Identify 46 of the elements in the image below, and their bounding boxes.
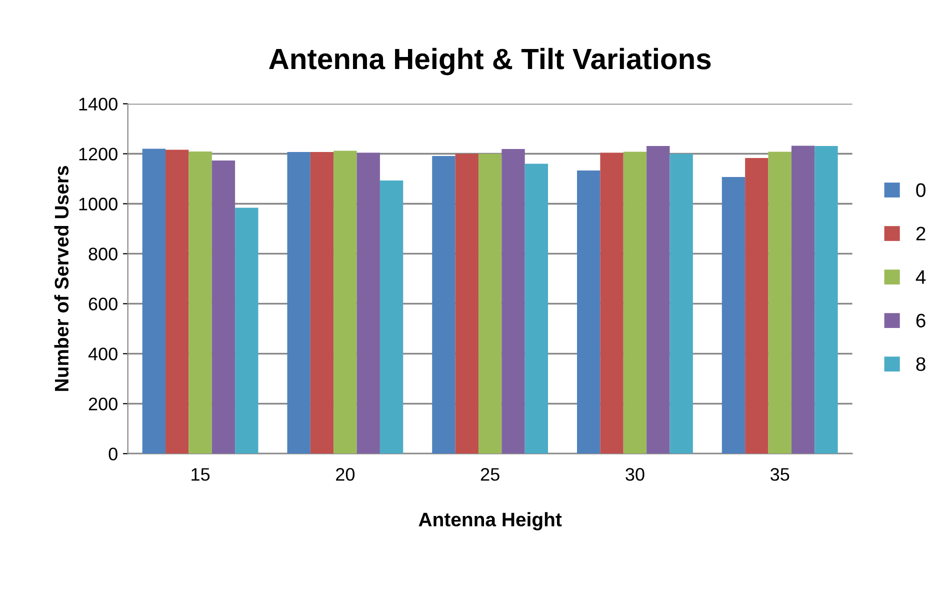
bar [142, 148, 166, 454]
bar [502, 149, 525, 454]
y-tick-label: 1400 [79, 98, 118, 110]
y-tick-label: 1200 [79, 148, 118, 160]
bar [235, 208, 258, 454]
bar [814, 146, 838, 454]
bar [745, 158, 768, 454]
bar [455, 154, 478, 454]
bar [212, 160, 236, 454]
bar [188, 152, 212, 454]
x-tick-label: 25 [480, 468, 500, 481]
bar [768, 152, 792, 454]
bar [334, 150, 357, 454]
bar [646, 146, 670, 454]
legend-label: 4 [916, 270, 926, 284]
x-tick-label: 15 [192, 468, 210, 481]
bar [524, 164, 548, 454]
x-tick-label: 35 [770, 468, 790, 481]
bar [310, 152, 334, 454]
bar [623, 152, 647, 454]
y-tick-label: 400 [88, 348, 118, 360]
bar [380, 180, 404, 454]
legend-label: 8 [916, 357, 926, 371]
bar [600, 152, 624, 454]
y-tick-label: 800 [88, 248, 118, 260]
chart-title: Antenna Height & Tilt Variations [269, 48, 711, 76]
y-tick-label: 0 [108, 448, 118, 460]
y-tick-label: 1000 [79, 198, 118, 210]
bar [287, 152, 310, 454]
y-tick-label: 200 [88, 398, 118, 410]
bar [722, 177, 746, 454]
x-axis-title: Antenna Height [418, 512, 562, 530]
bar [478, 154, 502, 454]
bar [432, 156, 456, 454]
y-tick-label: 600 [88, 298, 118, 310]
bar [166, 150, 189, 454]
bar [356, 152, 380, 454]
bar [791, 146, 815, 454]
x-tick-label: 30 [626, 468, 644, 481]
legend-label: 6 [916, 314, 926, 328]
y-axis-title: Number of Served Users [54, 166, 69, 391]
bar [670, 154, 693, 454]
legend-label: 2 [916, 226, 926, 240]
legend-label: 0 [916, 183, 926, 197]
bar [577, 170, 600, 454]
x-tick-label: 20 [336, 468, 355, 481]
